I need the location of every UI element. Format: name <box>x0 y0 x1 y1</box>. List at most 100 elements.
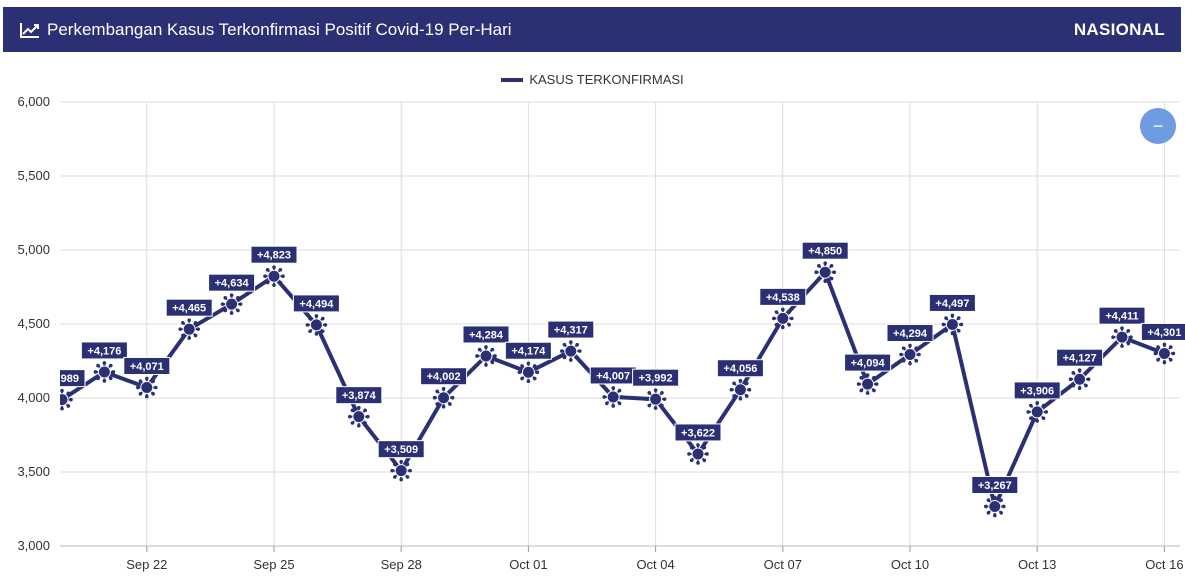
virus-icon[interactable] <box>1153 342 1176 365</box>
virus-spike-tip <box>1071 371 1076 375</box>
virus-spike-tip <box>956 316 961 320</box>
virus-icon[interactable] <box>984 495 1006 518</box>
virus-spike-tip <box>781 307 785 312</box>
virus-spike-tip <box>229 293 234 297</box>
data-point <box>1073 372 1087 386</box>
x-tick-label: Sep 22 <box>126 557 167 572</box>
virus-icon[interactable] <box>899 343 921 366</box>
data-label-box <box>928 293 976 312</box>
virus-icon[interactable] <box>517 361 540 384</box>
virus-spike-tip <box>941 322 946 327</box>
data-label-box <box>420 367 468 386</box>
data-label: +4,176 <box>87 345 121 357</box>
x-tick-label: Oct 16 <box>1145 557 1183 572</box>
chart-legend[interactable]: KASUS TERKONFIRMASI <box>0 72 1185 87</box>
virus-spike-tip <box>493 354 497 358</box>
virus-icon[interactable] <box>772 307 794 330</box>
virus-icon[interactable] <box>602 386 624 408</box>
virus-icon[interactable] <box>1068 368 1091 391</box>
y-tick-label: 3,000 <box>17 538 50 553</box>
virus-spike-tip <box>984 504 988 509</box>
y-tick-label: 5,000 <box>17 242 50 257</box>
virus-spike-tip <box>435 389 440 394</box>
data-label: +3,622 <box>681 427 715 439</box>
virus-spike-tip <box>1026 410 1030 414</box>
virus-icon[interactable] <box>1111 326 1133 348</box>
virus-icon[interactable] <box>390 459 413 482</box>
virus-icon[interactable] <box>644 388 667 410</box>
virus-icon[interactable] <box>814 261 836 284</box>
virus-spike-tip <box>999 498 1003 502</box>
virus-spike-tip <box>181 321 185 325</box>
virus-icon[interactable] <box>178 318 200 340</box>
virus-icon[interactable] <box>220 293 243 315</box>
virus-spike-tip <box>901 359 906 363</box>
data-label-box <box>759 287 807 306</box>
data-point <box>97 365 111 379</box>
virus-spike-tip <box>1041 403 1046 408</box>
virus-icon[interactable] <box>136 376 158 399</box>
data-label: +4,301 <box>1147 327 1181 339</box>
virus-icon[interactable] <box>305 314 328 336</box>
virus-spike-tip <box>647 403 652 408</box>
virus-spike-tip <box>357 405 361 410</box>
virus-spike-tip <box>1035 419 1039 423</box>
series-group: +3,989 +4,176 +4,071 +4,465 +4,634 +4,823 +4,4… <box>51 241 1185 518</box>
virus-spike-tip <box>145 376 149 381</box>
virus-spike-tip <box>196 327 200 331</box>
data-label-box <box>1013 381 1061 400</box>
data-label: +4,634 <box>215 278 250 290</box>
data-label: +3,874 <box>342 390 377 402</box>
virus-spike-tip <box>1168 358 1173 362</box>
zoom-out-button[interactable]: − <box>1140 108 1176 144</box>
virus-icon[interactable] <box>51 388 73 411</box>
virus-spike-tip <box>1044 410 1048 414</box>
y-tick-label: 4,500 <box>17 316 50 331</box>
virus-spike-tip <box>348 414 352 419</box>
virus-spike-tip <box>399 459 404 464</box>
virus-icon[interactable] <box>263 265 285 287</box>
virus-icon[interactable] <box>432 386 455 409</box>
legend-label: KASUS TERKONFIRMASI <box>529 72 684 87</box>
data-label-box <box>377 440 425 459</box>
virus-icon[interactable] <box>729 378 752 401</box>
virus-icon[interactable] <box>687 443 709 465</box>
virus-spike-tip <box>1156 345 1160 349</box>
virus-spike-tip <box>956 329 961 333</box>
virus-spike-tip <box>363 408 367 413</box>
virus-spike-tip <box>108 376 113 381</box>
virus-spike-tip <box>405 462 410 467</box>
data-label: +3,992 <box>639 373 673 385</box>
virus-icon[interactable] <box>941 313 964 336</box>
virus-spike-tip <box>986 511 991 515</box>
virus-spike-tip <box>1113 341 1118 346</box>
x-tick-label: Sep 25 <box>253 557 294 572</box>
virus-icon[interactable] <box>856 373 879 395</box>
data-label-box <box>60 369 86 388</box>
data-label: +4,850 <box>808 246 842 258</box>
virus-spike-tip <box>151 379 155 383</box>
virus-icon[interactable] <box>475 345 497 367</box>
data-point <box>691 447 705 461</box>
virus-spike-tip <box>532 376 537 381</box>
virus-icon[interactable] <box>348 405 370 428</box>
virus-icon[interactable] <box>93 361 116 383</box>
virus-spike-tip <box>901 346 906 350</box>
virus-spike-tip <box>66 404 71 408</box>
data-point <box>479 349 493 363</box>
data-point <box>1030 405 1044 419</box>
virus-spike-tip <box>490 360 495 365</box>
data-point <box>776 311 790 325</box>
virus-icon[interactable] <box>1026 401 1048 423</box>
virus-spike-tip <box>950 313 955 318</box>
data-label-box <box>971 475 1019 494</box>
x-tick-label: Oct 04 <box>636 557 674 572</box>
virus-spike-tip <box>193 333 198 338</box>
virus-icon[interactable] <box>560 340 582 362</box>
virus-spike-tip <box>54 391 58 395</box>
virus-spike-tip <box>526 379 531 384</box>
virus-spike-tip <box>1171 351 1176 356</box>
data-label: +4,094 <box>851 358 886 370</box>
virus-spike-tip <box>314 332 319 336</box>
virus-spike-tip <box>138 379 143 383</box>
